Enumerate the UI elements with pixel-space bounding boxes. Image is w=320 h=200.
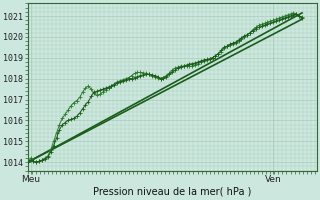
X-axis label: Pression niveau de la mer( hPa ): Pression niveau de la mer( hPa ) [93,187,251,197]
